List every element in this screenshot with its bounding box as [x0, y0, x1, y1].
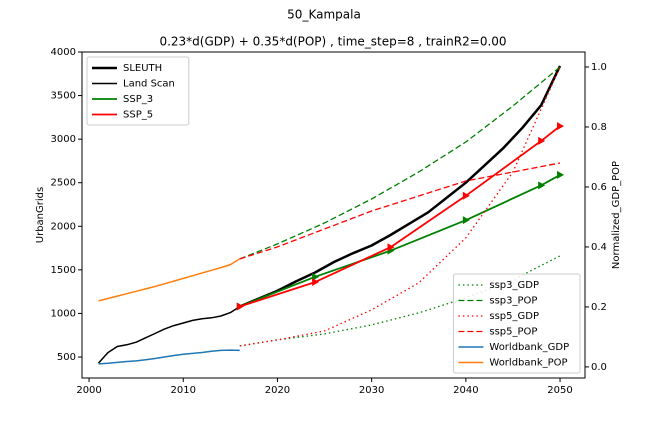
series-line — [239, 65, 562, 308]
series-line — [98, 349, 240, 365]
series-line — [239, 174, 561, 308]
y-axis-label: UrbanGrids — [35, 187, 46, 243]
marker — [312, 272, 320, 281]
marker — [538, 181, 546, 190]
legend-box — [86, 56, 190, 126]
marker — [387, 243, 395, 252]
y2-tick-label: 0.6 — [591, 182, 607, 193]
marker — [236, 302, 244, 311]
y-tick-label: 3000 — [51, 134, 76, 145]
y2-axis-label: Normalized_GDP_POP — [611, 161, 622, 269]
series-line — [239, 125, 561, 308]
y-tick-label: 1000 — [51, 308, 76, 319]
series-line — [239, 66, 561, 347]
y2-tick-label: 0.4 — [591, 242, 607, 253]
y-tick-label: 4000 — [51, 47, 76, 58]
y2-tick-label: 1.0 — [591, 62, 607, 73]
x-tick-label: 2040 — [453, 385, 478, 396]
y-tick-label: 2500 — [51, 178, 76, 189]
suptitle: 50_Kampala — [287, 8, 361, 22]
x-tick-label: 2030 — [359, 385, 384, 396]
marker — [312, 278, 320, 287]
marker — [462, 191, 470, 200]
marker — [557, 122, 565, 131]
legend-label: SSP_5 — [123, 110, 153, 121]
y2-tick-label: 0.8 — [591, 122, 607, 133]
legend-label: SLEUTH — [123, 63, 162, 74]
y-tick-label: 1500 — [51, 265, 76, 276]
series-line — [239, 162, 561, 260]
x-tick-label: 2000 — [76, 385, 101, 396]
chart-title: 0.23*d(GDP) + 0.35*d(POP) , time_step=8 … — [159, 35, 506, 49]
x-tick-label: 2020 — [265, 385, 290, 396]
x-tick-label: 2010 — [171, 385, 196, 396]
legend-label: ssp5_POP — [489, 327, 537, 338]
legend-label: ssp5_GDP — [489, 311, 539, 322]
series-line — [97, 305, 241, 364]
marker — [538, 136, 546, 145]
plot-frame — [81, 51, 586, 379]
y2-tick-label: 0.0 — [591, 362, 607, 373]
legend-label: SSP_3 — [123, 94, 153, 105]
legend-label: Land Scan — [123, 79, 175, 90]
series-line — [239, 66, 561, 260]
legend-box — [452, 273, 581, 374]
legend-label: Worldbank_GDP — [489, 342, 569, 353]
y-tick-label: 3500 — [51, 91, 76, 102]
marker — [462, 216, 470, 225]
y-tick-label: 500 — [57, 352, 76, 363]
legend-label: ssp3_POP — [489, 296, 537, 307]
x-tick-label: 2050 — [547, 385, 572, 396]
marker — [557, 170, 565, 179]
legend-label: ssp3_GDP — [489, 280, 539, 291]
y2-tick-label: 0.2 — [591, 302, 607, 313]
y-tick-label: 2000 — [51, 221, 76, 232]
series-line — [98, 258, 241, 302]
legend-label: Worldbank_POP — [489, 358, 567, 369]
